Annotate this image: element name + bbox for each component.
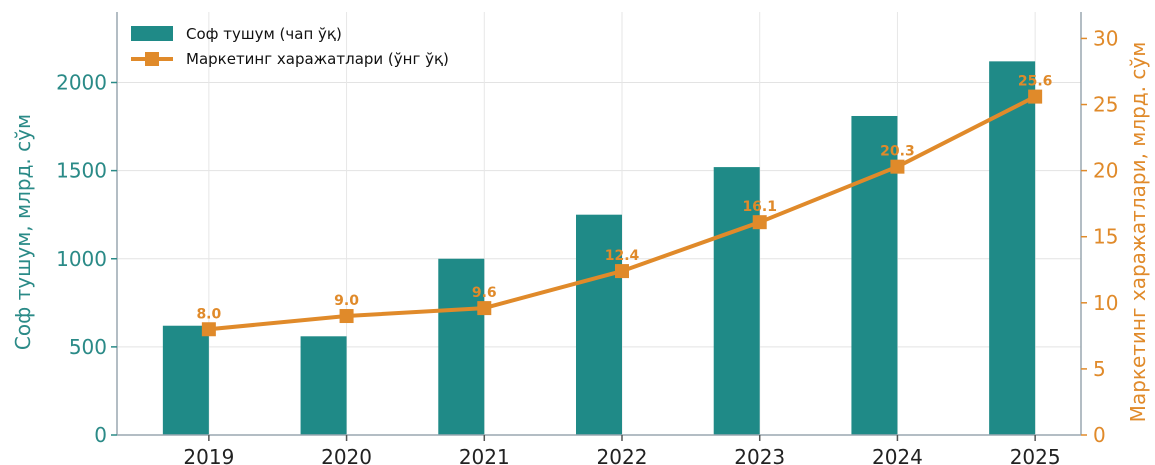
y-right-tick-5: 5 (1093, 357, 1106, 381)
x-tick-2020: 2020 (321, 445, 372, 465)
bar-2020 (300, 336, 347, 435)
bar-2022 (576, 214, 622, 435)
legend: Соф тушум (чап ўқ) Маркетинг харажатлари… (131, 25, 449, 68)
y-right-tick-10: 10 (1093, 291, 1118, 315)
point-2022 (615, 264, 629, 279)
y-left-tick-2000: 2000 (56, 71, 107, 95)
x-tick-2025: 2025 (1010, 445, 1061, 465)
bars (162, 61, 1036, 436)
y-axis-right-title: Маркетинг харажатлари, млрд. сўм (1126, 42, 1150, 423)
data-label-2024: 20.3 (880, 144, 915, 160)
y-right-tick-15: 15 (1093, 225, 1118, 249)
x-tick-2024: 2024 (872, 445, 923, 465)
bar-2023 (713, 167, 760, 435)
y-right-tick-30: 30 (1093, 26, 1118, 50)
data-label-2021: 9.6 (472, 285, 497, 301)
x-tick-2022: 2022 (597, 445, 648, 465)
y-left-tick-1500: 1500 (56, 159, 107, 183)
x-tick-2019: 2019 (183, 445, 234, 465)
bar-2021 (438, 258, 485, 435)
y-right-tick-20: 20 (1093, 159, 1118, 183)
data-label-2020: 9.0 (334, 293, 359, 309)
data-label-2023: 16.1 (742, 199, 777, 215)
y-axis-left-title: Соф тушум, млрд. сўм (11, 114, 35, 350)
legend-entry-bar: Соф тушум (чап ўқ) (186, 25, 342, 43)
y-right-tick-25: 25 (1093, 93, 1118, 117)
y-left-tick-1000: 1000 (56, 247, 107, 271)
legend-swatch-bar (131, 26, 173, 41)
bar-2025 (989, 61, 1036, 435)
data-label-2022: 12.4 (605, 248, 640, 264)
y-left-tick-500: 500 (69, 335, 107, 359)
legend-swatch-marker (145, 52, 159, 66)
point-2020 (339, 309, 354, 324)
line-layer (201, 89, 1043, 337)
point-2023 (752, 215, 767, 230)
legend-entry-line: Маркетинг харажатлари (ўнг ўқ) (186, 50, 449, 68)
point-2024 (890, 159, 905, 174)
x-tick-2021: 2021 (459, 445, 510, 465)
point-2021 (477, 301, 492, 316)
y-right-tick-0: 0 (1093, 423, 1106, 447)
data-labels: 8.0 9.0 9.6 12.4 16.1 20.3 25.6 (196, 74, 1052, 323)
data-label-2025: 25.6 (1018, 74, 1053, 90)
point-2025 (1028, 89, 1043, 104)
point-2019 (201, 322, 216, 337)
bar-2019 (162, 325, 209, 435)
data-label-2019: 8.0 (196, 306, 221, 322)
y-left-tick-0: 0 (94, 423, 107, 447)
x-tick-2023: 2023 (734, 445, 785, 465)
